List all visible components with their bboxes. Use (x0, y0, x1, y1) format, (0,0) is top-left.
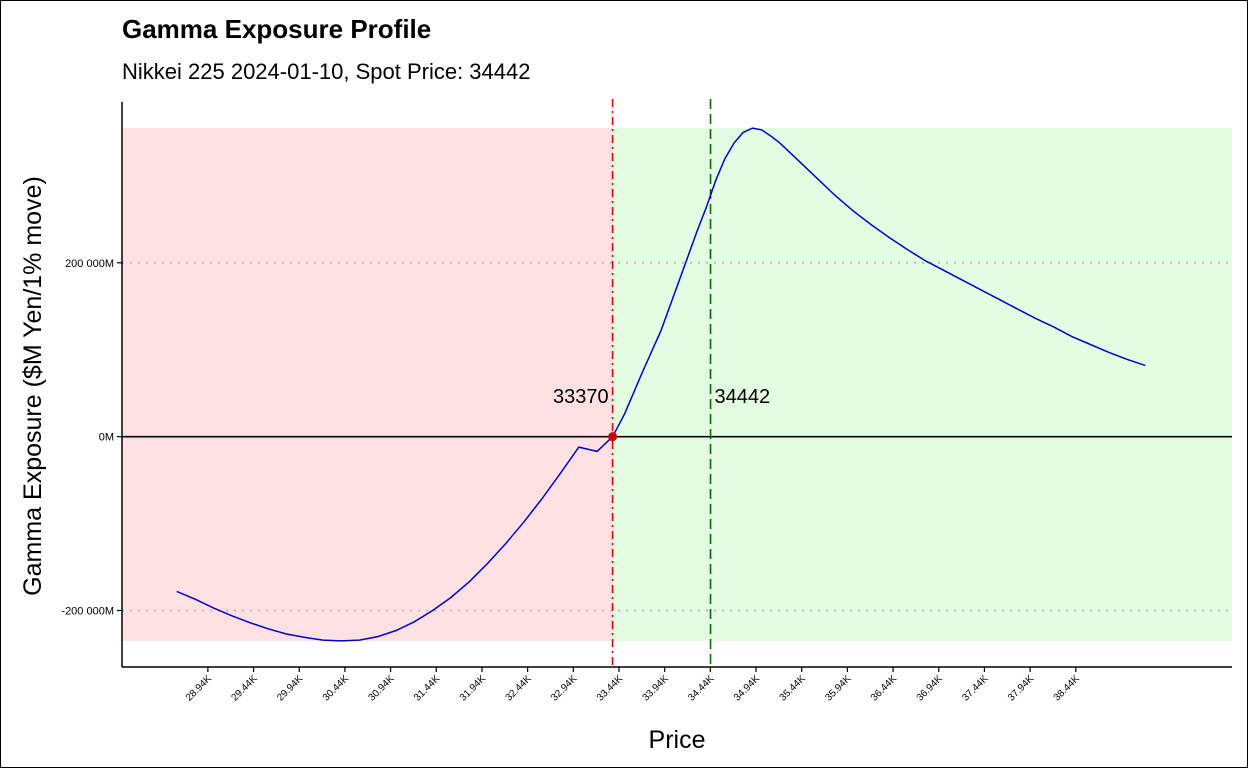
regime-regions (122, 128, 1232, 641)
x-tick-label: 37.94K (1006, 673, 1036, 703)
x-tick-label: 30.94K (367, 673, 397, 703)
annotations: 33370 34442 (553, 386, 770, 408)
region-positive-gamma (612, 128, 1232, 641)
y-tick-label: -200 000M (61, 606, 114, 618)
x-tick-label: 37.44K (960, 673, 990, 703)
x-tick-label: 35.44K (778, 673, 808, 703)
x-axis-title: Price (649, 726, 706, 754)
x-tick-label: 32.44K (504, 673, 534, 703)
annotation-label: 34442 (715, 386, 771, 408)
x-tick-label: 33.94K (641, 673, 671, 703)
y-axis-ticks: -200 000M 0M 200 000M (61, 258, 122, 618)
chart-title: Gamma Exposure Profile (122, 14, 431, 44)
x-tick-label: 32.94K (549, 673, 579, 703)
reference-lines (122, 99, 1232, 667)
x-tick-label: 38.44K (1052, 673, 1082, 703)
x-axis-ticks: 28.94K 29.44K 29.94K 30.44K 30.94K 31.44K 31.9… (184, 667, 1082, 704)
x-tick-label: 33.44K (595, 673, 625, 703)
series-layer (176, 127, 1146, 642)
x-tick-label: 36.94K (915, 673, 945, 703)
x-tick-label: 36.44K (869, 673, 899, 703)
y-tick-label: 200 000M (65, 258, 114, 270)
marker-layer (608, 432, 618, 442)
series-line-0 (176, 127, 1146, 642)
x-tick-label: 29.94K (275, 673, 305, 703)
zero-gamma-point (608, 432, 618, 442)
region-negative-gamma (122, 128, 613, 641)
axes (121, 102, 1232, 668)
x-tick-label: 30.44K (321, 673, 351, 703)
x-tick-label: 34.44K (686, 673, 716, 703)
x-tick-label: 31.44K (412, 673, 442, 703)
x-tick-label: 28.94K (184, 673, 214, 703)
x-tick-label: 31.94K (458, 673, 488, 703)
x-tick-label: 35.94K (823, 673, 853, 703)
x-tick-label: 34.94K (732, 673, 762, 703)
y-tick-label: 0M (99, 432, 114, 444)
x-tick-label: 29.44K (229, 673, 259, 703)
annotation-label: 33370 (553, 386, 609, 408)
y-axis-title: Gamma Exposure ($M Yen/1% move) (19, 176, 47, 596)
chart-subtitle: Nikkei 225 2024-01-10, Spot Price: 34442 (122, 59, 530, 84)
